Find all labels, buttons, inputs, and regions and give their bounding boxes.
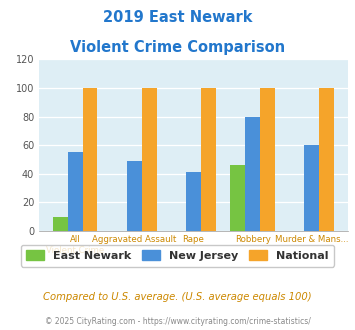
Bar bbox=[186, 172, 201, 231]
Text: 2019 East Newark: 2019 East Newark bbox=[103, 10, 252, 25]
Bar bbox=[127, 161, 142, 231]
Bar bbox=[260, 88, 275, 231]
Text: Compared to U.S. average. (U.S. average equals 100): Compared to U.S. average. (U.S. average … bbox=[43, 292, 312, 302]
Bar bbox=[201, 88, 215, 231]
Bar bbox=[319, 88, 334, 231]
Bar bbox=[53, 217, 68, 231]
Bar bbox=[83, 88, 97, 231]
Bar bbox=[230, 165, 245, 231]
Text: © 2025 CityRating.com - https://www.cityrating.com/crime-statistics/: © 2025 CityRating.com - https://www.city… bbox=[45, 317, 310, 326]
Bar bbox=[304, 145, 319, 231]
Text: Violent Crime Comparison: Violent Crime Comparison bbox=[70, 40, 285, 54]
Bar bbox=[245, 116, 260, 231]
Legend: East Newark, New Jersey, National: East Newark, New Jersey, National bbox=[21, 245, 334, 267]
Bar bbox=[142, 88, 157, 231]
Bar bbox=[68, 152, 83, 231]
